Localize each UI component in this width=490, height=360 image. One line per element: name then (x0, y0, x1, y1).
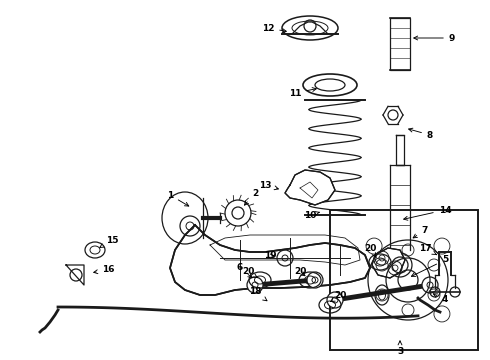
Text: 9: 9 (414, 33, 455, 42)
Text: 12: 12 (262, 23, 286, 32)
Text: 13: 13 (259, 180, 278, 190)
Circle shape (327, 292, 343, 308)
Text: 17: 17 (418, 243, 437, 255)
Text: 6: 6 (237, 264, 252, 278)
Text: 19: 19 (264, 252, 276, 261)
Text: 15: 15 (100, 235, 118, 247)
Polygon shape (170, 225, 370, 295)
Text: 20: 20 (331, 292, 346, 302)
Polygon shape (372, 248, 405, 278)
Text: 20: 20 (242, 267, 257, 278)
Text: 8: 8 (409, 128, 433, 140)
Text: 2: 2 (245, 189, 258, 205)
Text: 3: 3 (397, 341, 403, 356)
Text: 5: 5 (412, 256, 448, 276)
Text: 10: 10 (304, 211, 319, 220)
Text: 14: 14 (404, 206, 451, 220)
Text: 20: 20 (294, 267, 306, 276)
Text: 4: 4 (433, 294, 448, 305)
Polygon shape (285, 170, 335, 205)
Text: 20: 20 (364, 243, 376, 258)
Circle shape (422, 277, 438, 293)
Text: 7: 7 (413, 225, 428, 238)
Text: 18: 18 (249, 288, 267, 301)
Text: 16: 16 (94, 266, 114, 274)
Bar (330, 210, 478, 350)
Bar (390, 18, 410, 70)
Circle shape (307, 272, 323, 288)
Text: 1: 1 (167, 190, 189, 206)
Text: 11: 11 (289, 87, 316, 98)
Circle shape (247, 277, 263, 293)
